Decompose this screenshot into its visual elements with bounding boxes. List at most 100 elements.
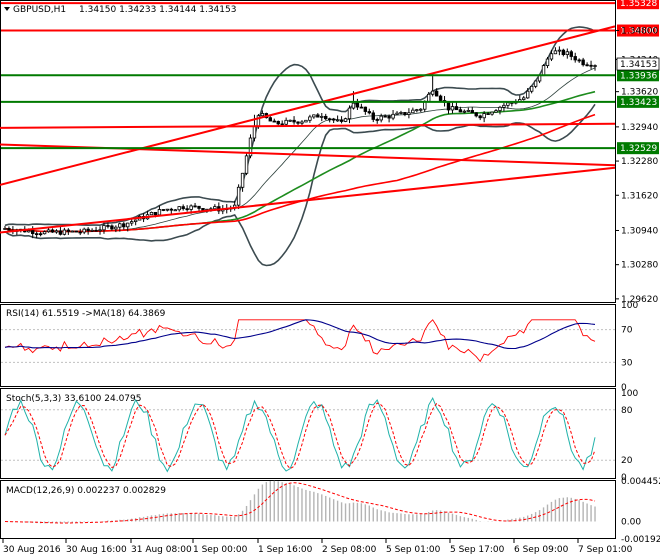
level-tag-label: 1.33936	[620, 71, 657, 81]
level-tag-label: 1.34800	[620, 27, 657, 37]
candle-body	[153, 211, 158, 216]
time-tick-label: 30 Aug 16:00	[66, 545, 127, 555]
price-tick-label: 1.31620	[621, 191, 658, 201]
collapse-triangle-icon[interactable]	[4, 7, 10, 11]
candle-body	[399, 112, 403, 114]
candle-body	[106, 225, 110, 227]
candle-body	[355, 102, 360, 108]
candle-body	[304, 119, 308, 123]
candle-body	[74, 230, 78, 233]
horizontal-levels: 1.35328 1.34800 1.33936 1.33423 1.32529	[0, 0, 659, 234]
candle-body	[201, 208, 205, 211]
candle-body	[7, 228, 11, 231]
candle-body	[288, 119, 292, 122]
level-tag-label: 1.33423	[620, 98, 657, 108]
stoch-tick-label: 0	[621, 473, 627, 483]
trendline-flat	[0, 122, 616, 129]
stoch-tick-label: 80	[621, 406, 633, 416]
candle-body	[549, 53, 554, 60]
candle-body	[331, 118, 336, 121]
candle-body	[363, 106, 368, 112]
candle-body	[324, 115, 328, 120]
candle-body	[62, 229, 67, 235]
rsi-label: RSI(14) 61.5519 ->MA(18) 64.3869	[6, 309, 166, 319]
trendline-upper	[0, 25, 616, 186]
candle-body	[403, 112, 407, 115]
time-axis: 30 Aug 2016 30 Aug 16:00 31 Aug 08:00 1 Sep…	[2, 539, 633, 555]
candle-body	[506, 102, 510, 106]
candle-body	[189, 205, 193, 210]
candle-body	[193, 205, 197, 208]
candle-body	[320, 115, 324, 118]
candle-body	[300, 121, 304, 124]
candle-body	[573, 56, 577, 61]
stoch-main-line	[4, 396, 596, 473]
candle-body	[54, 230, 59, 233]
candle-body	[248, 137, 253, 157]
rsi-tick-label: 30	[621, 358, 633, 368]
candle-body	[379, 115, 383, 121]
rsi-line	[4, 319, 596, 363]
macd-panel[interactable]	[0, 480, 616, 539]
candle-body	[129, 221, 134, 224]
candle-body	[252, 126, 257, 139]
candle-body	[292, 119, 296, 123]
time-tick-label: 31 Aug 08:00	[131, 545, 192, 555]
candle-body	[296, 121, 300, 124]
rsi-tick-label: 0	[621, 383, 627, 393]
candle-body	[450, 106, 455, 111]
candle-body	[185, 208, 189, 211]
candle-body	[240, 172, 245, 188]
level-tag	[617, 24, 659, 37]
rsi-tick-label: 100	[621, 301, 638, 311]
candle-body	[407, 112, 411, 115]
candle-body	[86, 228, 90, 232]
candle-body	[411, 109, 415, 114]
level-tag	[617, 69, 659, 82]
rsi-panel[interactable]	[0, 304, 616, 387]
time-tick-label: 1 Sep 00:00	[193, 545, 248, 555]
candle-body	[446, 102, 451, 111]
main-panel[interactable]	[0, 0, 616, 303]
candle-body	[197, 205, 201, 209]
bollinger-upper-line	[4, 26, 596, 227]
macd-signal-line	[4, 482, 596, 524]
candle-body	[50, 229, 55, 233]
candle-body	[78, 231, 82, 234]
time-tick-label: 7 Sep 01:00	[578, 545, 633, 555]
candle-body	[454, 106, 459, 111]
candle-body	[561, 49, 566, 55]
candle-body	[122, 223, 126, 228]
price-tick-label: 1.30940	[621, 226, 658, 236]
candle-body	[126, 222, 130, 228]
candle-body	[434, 90, 439, 97]
candle-body	[486, 113, 490, 115]
macd-tick-label: 0.00	[621, 517, 641, 527]
stoch-plot: 100 80 20 0	[1, 389, 638, 483]
time-tick-label: 5 Sep 01:00	[386, 545, 441, 555]
candle-body	[38, 233, 43, 236]
price-tick-label: 1.30280	[621, 261, 658, 271]
time-tick-label: 6 Sep 09:00	[514, 545, 569, 555]
candle-body	[541, 65, 546, 77]
rsi-tick-label: 70	[621, 326, 633, 336]
candle-body	[482, 113, 486, 119]
candle-body	[70, 230, 74, 233]
candle-body	[165, 208, 170, 211]
candle-body	[149, 211, 154, 216]
level-tag	[617, 142, 659, 155]
level-tag	[617, 95, 659, 108]
candle-body	[30, 230, 35, 235]
trendline-lower	[0, 166, 616, 234]
current-price-tag	[616, 57, 660, 71]
candle-body	[244, 155, 249, 174]
candle-body	[526, 90, 530, 99]
time-tick-label: 1 Sep 16:00	[258, 545, 313, 555]
price-tick-label: 1.32940	[621, 123, 658, 133]
candle-body	[308, 116, 312, 121]
time-tick-label: 5 Sep 17:00	[450, 545, 505, 555]
candle-body	[585, 64, 589, 67]
macd-plot: 0.004452 0.00 -0.001926	[4, 477, 660, 545]
candle-body	[367, 111, 371, 114]
